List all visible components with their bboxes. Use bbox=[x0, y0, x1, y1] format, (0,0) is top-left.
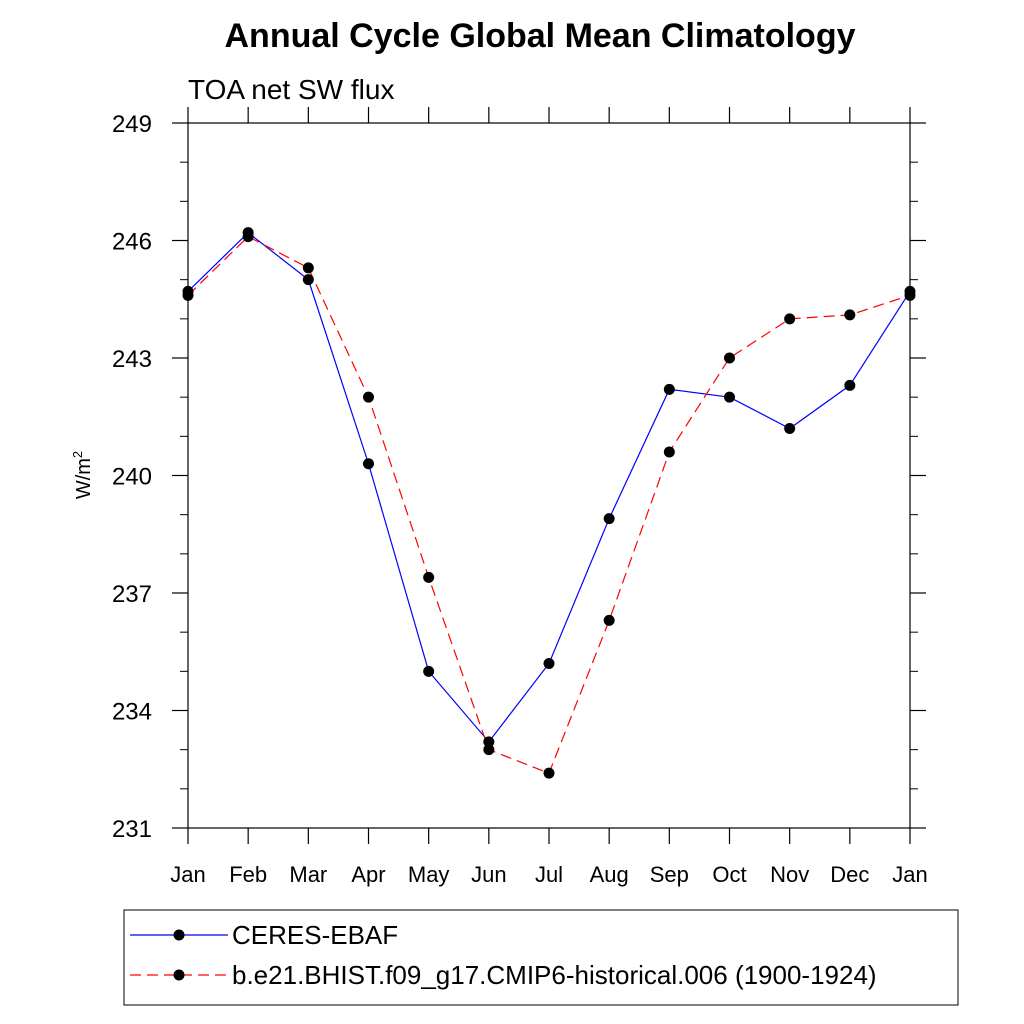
legend-label-1: b.e21.BHIST.f09_g17.CMIP6-historical.006… bbox=[232, 960, 877, 990]
series-0-point bbox=[423, 665, 435, 677]
series-0-point bbox=[844, 379, 856, 391]
series-0-point bbox=[363, 458, 374, 470]
x-tick-label: Jan bbox=[892, 862, 927, 887]
series-1-point bbox=[904, 289, 916, 301]
axes: 231 234 237 240 243 246 249 Jan Feb Mar Apr May Jun J… bbox=[112, 107, 928, 887]
series-0-point bbox=[603, 513, 615, 525]
x-tick-label: Jun bbox=[471, 862, 506, 887]
series-1-point bbox=[483, 744, 495, 756]
y-tick-label: 240 bbox=[112, 464, 152, 491]
series-1-point bbox=[663, 446, 675, 458]
chart-title: Annual Cycle Global Mean Climatology bbox=[225, 17, 856, 55]
series-1-point bbox=[844, 309, 856, 321]
series-1-point bbox=[302, 262, 314, 274]
series-1-point bbox=[423, 571, 435, 583]
y-axis-label-superscript: 2 bbox=[70, 451, 85, 458]
y-axis-label-text: W/m bbox=[73, 458, 95, 499]
series-0-point bbox=[663, 383, 675, 395]
legend-box bbox=[123, 909, 959, 1006]
y-tick-label: 231 bbox=[112, 816, 152, 843]
legend-label-0: CERES-EBAF bbox=[232, 920, 398, 950]
x-tick-label: Sep bbox=[650, 862, 689, 887]
plot-frame bbox=[187, 122, 911, 829]
series-1-point bbox=[603, 614, 615, 626]
chart-subtitle: TOA net SW flux bbox=[188, 74, 394, 105]
series-1-point bbox=[784, 313, 796, 325]
x-tick-label: Jan bbox=[170, 862, 205, 887]
series-1-point bbox=[543, 767, 555, 779]
x-tick-label: May bbox=[408, 862, 450, 887]
x-tick-label: Mar bbox=[289, 862, 327, 887]
x-tick-label: Apr bbox=[351, 862, 385, 887]
series-0-point bbox=[302, 274, 314, 286]
series-0-point bbox=[483, 736, 495, 748]
y-axis-label: W/m2 bbox=[70, 451, 95, 499]
x-tick-label: Feb bbox=[229, 862, 267, 887]
series-0-point bbox=[724, 391, 735, 403]
series-1-point bbox=[724, 352, 735, 364]
legend-marker-0 bbox=[173, 929, 185, 941]
x-tick-label: Aug bbox=[590, 862, 629, 887]
series-1-point bbox=[242, 231, 254, 243]
series-layer bbox=[182, 227, 916, 779]
x-tick-label: Nov bbox=[770, 862, 809, 887]
y-tick-label: 243 bbox=[112, 346, 152, 373]
series-1-point bbox=[182, 289, 194, 301]
x-tick-label: Oct bbox=[712, 862, 746, 887]
x-tick-label: Jul bbox=[535, 862, 563, 887]
series-1-point bbox=[363, 391, 374, 403]
legend: CERES-EBAF b.e21.BHIST.f09_g17.CMIP6-hist… bbox=[130, 920, 877, 990]
y-tick-label: 234 bbox=[112, 699, 152, 726]
legend-marker-1 bbox=[173, 969, 185, 981]
series-0-point bbox=[543, 658, 555, 669]
y-tick-label: 237 bbox=[112, 581, 152, 608]
x-tick-label: Dec bbox=[830, 862, 869, 887]
y-tick-label: 246 bbox=[112, 229, 152, 256]
series-0-point bbox=[784, 423, 796, 434]
y-tick-label: 249 bbox=[112, 111, 152, 138]
series-line-1 bbox=[187, 235, 911, 774]
